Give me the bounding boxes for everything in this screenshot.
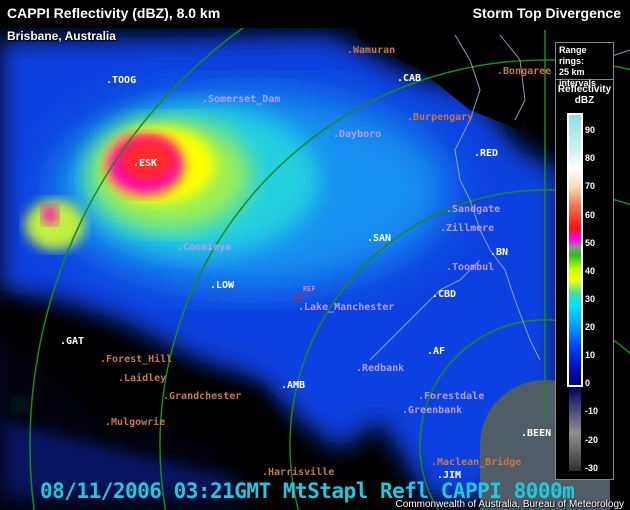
- site-label: .CAB: [397, 73, 422, 84]
- place-label: .Sandgate: [446, 204, 501, 215]
- place-label: .Toombul: [446, 262, 495, 273]
- range-ring: [29, 0, 287, 510]
- map-title: CAPPI Reflectivity (dBZ), 8.0 km: [7, 5, 221, 21]
- range-rings-line: 25 km: [559, 67, 585, 77]
- radar-timestamp: 08/11/2006 03:21GMT MtStapl Refl CAPPI 8…: [40, 479, 575, 503]
- colorbar-tick: 70: [585, 181, 596, 191]
- town-label: .Bongaree: [497, 66, 552, 77]
- range-ring: [289, 189, 630, 510]
- ref-marker: [293, 293, 303, 303]
- site-label: .CBD: [432, 289, 457, 300]
- colorbar-tick: 90: [585, 125, 596, 135]
- negative-colorbar: [569, 387, 581, 471]
- header-bar: CAPPI Reflectivity (dBZ), 8.0 km Storm T…: [0, 0, 630, 28]
- place-label: .Lake_Manchester: [298, 302, 395, 313]
- site-label: .GAT: [60, 336, 85, 347]
- site-label: .LOW: [210, 280, 235, 291]
- site-label: .RED: [474, 148, 499, 159]
- legend-panel: Range rings: 25 km intervals Reflectivit…: [555, 42, 614, 480]
- colorbar-tick: 80: [585, 153, 596, 163]
- ref-label: REF: [303, 285, 316, 293]
- town-label: .Grandchester: [163, 391, 242, 402]
- place-label: .Zillmere: [440, 223, 495, 234]
- place-label: .Forestdale: [418, 391, 485, 402]
- site-label: .TOOG: [106, 75, 137, 86]
- site-label: .AMB: [281, 380, 306, 391]
- range-ring: [159, 59, 630, 510]
- place-label: .Greenbank: [402, 405, 463, 416]
- site-label: .BN: [490, 247, 509, 258]
- town-label: .Harrisville: [262, 467, 335, 478]
- colorbar-tick: 60: [585, 210, 596, 220]
- place-label: .Coominya: [177, 242, 232, 253]
- town-label: .Forest_Hill: [100, 354, 173, 365]
- place-label: .Dayboro: [333, 129, 382, 140]
- colorbar-tick: 50: [585, 238, 596, 248]
- colorbar-tick: -30: [585, 463, 599, 473]
- town-label: .Mulgowrie: [105, 417, 166, 428]
- town-label: .Maclean_Bridge: [431, 457, 522, 468]
- coastline: [369, 34, 630, 361]
- site-label: .JIM: [437, 470, 462, 481]
- legend-unit: dBZ: [574, 95, 595, 106]
- place-label: .Somerset_Dam: [202, 94, 281, 105]
- town-label: .Wamuran: [347, 45, 396, 56]
- range-rings-note: Range rings: 25 km intervals: [556, 43, 613, 88]
- legend-title: Reflectivity dBZ: [556, 84, 613, 106]
- site-label: .ESK: [133, 158, 158, 169]
- copyright-credit: Commonwealth of Australia, Bureau of Met…: [395, 499, 624, 510]
- colorbar-tick: -10: [585, 406, 599, 416]
- colorbar-tick: 40: [585, 266, 596, 276]
- town-label: .Burpengary: [407, 112, 474, 123]
- colorbar-tick: 0: [585, 378, 591, 388]
- colorbar-tick: -20: [585, 435, 599, 445]
- site-label: .SAN: [367, 233, 392, 244]
- location-label: Brisbane, Australia: [7, 29, 116, 43]
- site-label: .AF: [427, 346, 446, 357]
- range-rings-line: Range rings:: [559, 45, 587, 66]
- product-name: Storm Top Divergence: [472, 5, 621, 21]
- town-label: .Laidley: [118, 373, 167, 384]
- colorbar-tick: 10: [585, 350, 596, 360]
- colorbar-tick: 20: [585, 322, 596, 332]
- site-label: .BEEN: [521, 428, 552, 439]
- colorbar-tick: 30: [585, 294, 596, 304]
- range-rings-line: intervals: [559, 78, 597, 88]
- reflectivity-colorbar: [567, 113, 583, 387]
- place-label: .Redbank: [356, 363, 405, 374]
- legend-title-line: Reflectivity: [557, 84, 612, 95]
- range-rings: [29, 0, 630, 510]
